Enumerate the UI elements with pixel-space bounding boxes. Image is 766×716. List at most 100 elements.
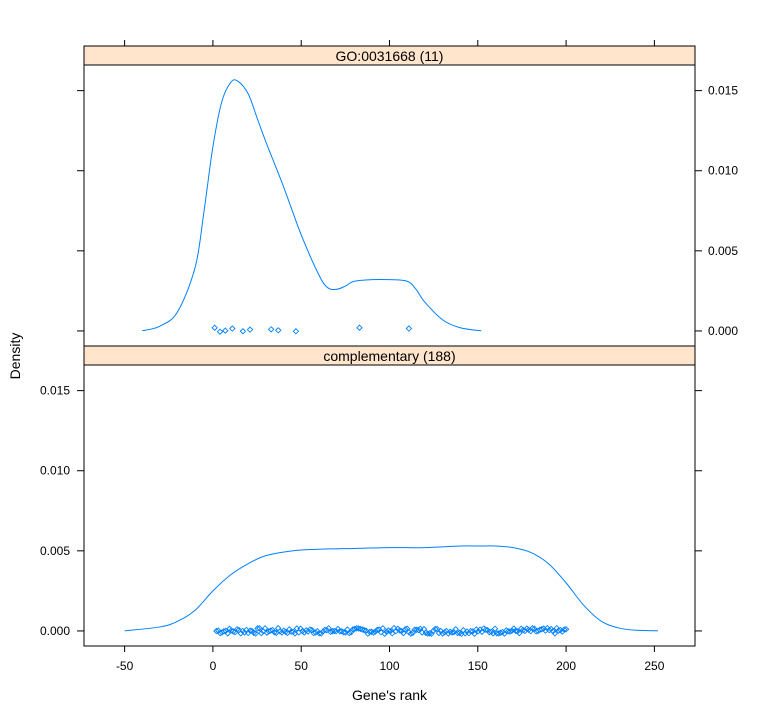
data-point	[396, 627, 403, 634]
y-axis-top-right: 0.000 0.005 0.010 0.015	[695, 84, 738, 338]
data-point	[366, 628, 374, 636]
data-point	[267, 326, 275, 333]
y-axis-title: Density	[7, 333, 23, 380]
data-point	[439, 630, 446, 637]
data-point	[467, 627, 474, 635]
data-point	[551, 630, 559, 637]
data-point	[246, 627, 254, 634]
data-point	[246, 326, 254, 333]
y-tick-label: 0.000	[40, 624, 70, 638]
y-tick-label: 0.010	[40, 464, 70, 478]
y-tick-label: 0.000	[708, 324, 738, 338]
x-axis-top	[124, 40, 655, 46]
x-axis-title: Gene's rank	[352, 687, 428, 703]
data-point	[388, 630, 396, 637]
data-point	[538, 626, 546, 633]
data-point	[491, 625, 499, 632]
data-point	[448, 629, 456, 636]
data-point	[258, 629, 265, 637]
data-point	[250, 629, 258, 637]
data-point	[374, 626, 381, 634]
data-point	[345, 629, 353, 637]
y-axis-bottom-left: 0.000 0.005 0.010 0.015	[40, 384, 84, 638]
data-point	[261, 625, 269, 632]
rug-points-layer	[211, 324, 413, 335]
data-point	[512, 627, 519, 635]
data-point	[287, 628, 295, 636]
y-tick-label: 0.015	[40, 384, 70, 398]
data-point	[356, 324, 363, 331]
data-point	[385, 627, 392, 634]
data-point	[220, 628, 228, 635]
data-point	[516, 629, 523, 637]
data-point	[506, 628, 514, 635]
rug-points-layer	[213, 624, 570, 638]
data-point	[254, 625, 261, 632]
data-point	[292, 328, 300, 335]
data-point	[437, 627, 445, 635]
data-point	[559, 628, 566, 635]
x-tick-label: 150	[468, 659, 488, 673]
x-tick-label: 50	[295, 659, 309, 673]
data-point	[433, 625, 441, 633]
data-point	[252, 630, 259, 637]
data-point	[405, 325, 413, 332]
plot-frame	[83, 364, 696, 647]
density-series-layer	[142, 79, 482, 332]
data-point	[241, 629, 248, 636]
density-series-layer	[124, 545, 658, 632]
data-point	[407, 630, 415, 637]
data-point	[224, 630, 231, 637]
data-point	[360, 626, 368, 634]
data-point	[239, 328, 247, 335]
data-point	[317, 630, 325, 637]
strip-label: complementary (188)	[323, 348, 455, 364]
data-point	[471, 630, 478, 638]
data-point	[381, 630, 388, 638]
data-point	[426, 630, 433, 637]
data-point	[431, 625, 439, 633]
data-point	[482, 626, 489, 633]
data-point	[216, 328, 224, 335]
data-point	[306, 626, 314, 633]
data-point	[486, 629, 493, 636]
data-point	[211, 324, 218, 331]
data-point	[229, 325, 236, 332]
panel-go-0031668: GO:0031668 (11)	[83, 45, 696, 347]
x-tick-label: 0	[210, 659, 217, 673]
data-point	[474, 627, 482, 635]
data-point	[435, 629, 443, 637]
density-line	[142, 79, 482, 332]
data-point	[456, 629, 463, 637]
x-tick-label: 250	[644, 659, 664, 673]
data-point	[336, 627, 344, 635]
data-point	[441, 628, 448, 636]
y-tick-label: 0.010	[708, 164, 738, 178]
data-point	[503, 627, 510, 634]
data-point	[230, 628, 237, 635]
y-tick-label: 0.005	[40, 544, 70, 558]
data-point	[275, 327, 282, 334]
strip-label: GO:0031668 (11)	[336, 48, 444, 64]
y-tick-label: 0.015	[708, 84, 738, 98]
x-tick-label: -50	[116, 659, 134, 673]
data-point	[402, 626, 409, 633]
data-point	[422, 629, 430, 637]
data-point	[546, 626, 553, 634]
data-point	[340, 629, 347, 636]
y-axis-top-left	[77, 90, 84, 332]
data-point	[357, 625, 364, 633]
data-point	[312, 629, 319, 636]
data-point	[222, 327, 229, 334]
data-point	[370, 629, 377, 636]
density-line	[124, 545, 658, 632]
data-point	[529, 625, 536, 632]
data-point	[353, 625, 360, 632]
data-point	[497, 629, 504, 636]
plot-frame	[83, 64, 696, 347]
data-point	[377, 629, 385, 636]
data-point	[233, 626, 241, 633]
data-point	[454, 629, 461, 637]
data-point	[213, 627, 220, 635]
